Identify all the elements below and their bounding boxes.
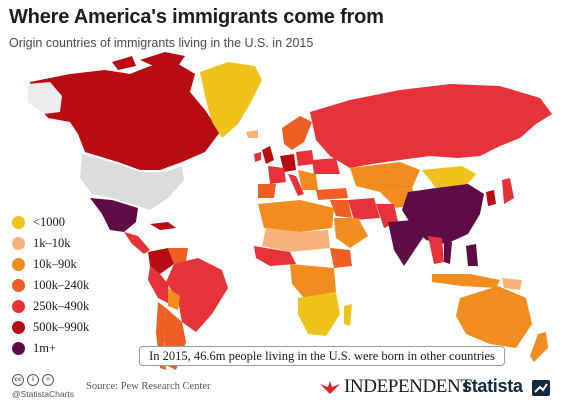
region-germany [280, 154, 296, 172]
region-poland [296, 150, 314, 166]
legend-swatch [12, 216, 25, 229]
region-australia [456, 286, 532, 348]
independent-wordmark: INDEPENDENT [344, 376, 472, 397]
region-ethiopia [330, 248, 352, 268]
region-turkey [316, 188, 348, 200]
region-uk [262, 146, 274, 164]
region-central-africa [290, 264, 336, 298]
region-myanmar-thailand [428, 236, 444, 264]
annotation-note: In 2015, 46.6m people living in the U.S.… [139, 346, 505, 366]
legend-swatch [12, 300, 25, 313]
region-caribbean [150, 222, 176, 230]
region-new-zealand [530, 332, 548, 362]
legend-swatch [12, 321, 25, 334]
legend-swatch [12, 342, 25, 355]
footer: cc i = @StatistaCharts Source: Pew Resea… [0, 372, 564, 402]
region-ireland [254, 152, 261, 162]
region-canada-islands [112, 52, 185, 70]
region-arabia [334, 218, 368, 248]
region-greenland [200, 62, 262, 138]
region-bolivia [168, 288, 180, 310]
source-text: Source: Pew Research Center [86, 381, 211, 392]
region-russia [310, 84, 552, 168]
legend-swatch [12, 258, 25, 271]
region-mexico [90, 198, 138, 232]
region-west-africa [254, 246, 296, 266]
attribution-icon: i [27, 374, 39, 386]
statista-icon [532, 380, 550, 396]
world-map [28, 52, 552, 370]
region-france [268, 166, 286, 184]
region-korea [486, 190, 496, 206]
region-brazil [166, 258, 228, 332]
region-indonesia [432, 274, 500, 288]
legend-label: <1000 [33, 215, 66, 229]
chart-subtitle: Origin countries of immigrants living in… [9, 36, 314, 50]
region-iceland [246, 130, 258, 138]
region-italy [288, 174, 304, 196]
region-southern-africa [298, 292, 340, 336]
region-peru [148, 266, 170, 304]
legend-label: 1m+ [33, 341, 57, 355]
region-balkans [298, 170, 318, 190]
region-iraq-syria [330, 200, 352, 218]
legend-label: 10k–90k [33, 257, 77, 271]
legend-swatch [12, 279, 25, 292]
region-kazakhstan [350, 162, 420, 192]
region-venezuela [168, 248, 188, 264]
legend-label: 100k–240k [33, 278, 90, 292]
region-canada [30, 62, 220, 170]
region-sahel [262, 228, 330, 252]
region-spain [258, 184, 276, 198]
chart-title: Where America's immigrants come from [9, 6, 384, 28]
statista-wordmark: statista [462, 376, 523, 396]
region-png [502, 278, 522, 290]
region-ukraine [312, 158, 340, 174]
region-north-africa [258, 200, 334, 232]
region-iran [348, 198, 380, 220]
region-mongolia [422, 166, 476, 188]
social-handle: @StatistaCharts [12, 389, 75, 399]
region-usa [80, 154, 184, 210]
region-madagascar [344, 304, 352, 326]
region-alaska [28, 82, 62, 114]
no-derivatives-icon: = [42, 374, 54, 386]
region-japan [502, 178, 514, 204]
legend-label: 500k–990k [33, 320, 90, 334]
cc-icon: cc [12, 374, 24, 386]
legend-swatch [12, 237, 25, 250]
region-colombia [148, 248, 174, 274]
legend-label: 1k–10k [33, 236, 71, 250]
region-philippines [466, 244, 478, 266]
region-vietnam [444, 240, 452, 264]
legend-label: 250k–490k [33, 299, 90, 313]
region-scandinavia [282, 116, 312, 150]
region-central-america [124, 232, 150, 254]
eagle-icon [320, 381, 340, 394]
region-india [388, 220, 428, 266]
